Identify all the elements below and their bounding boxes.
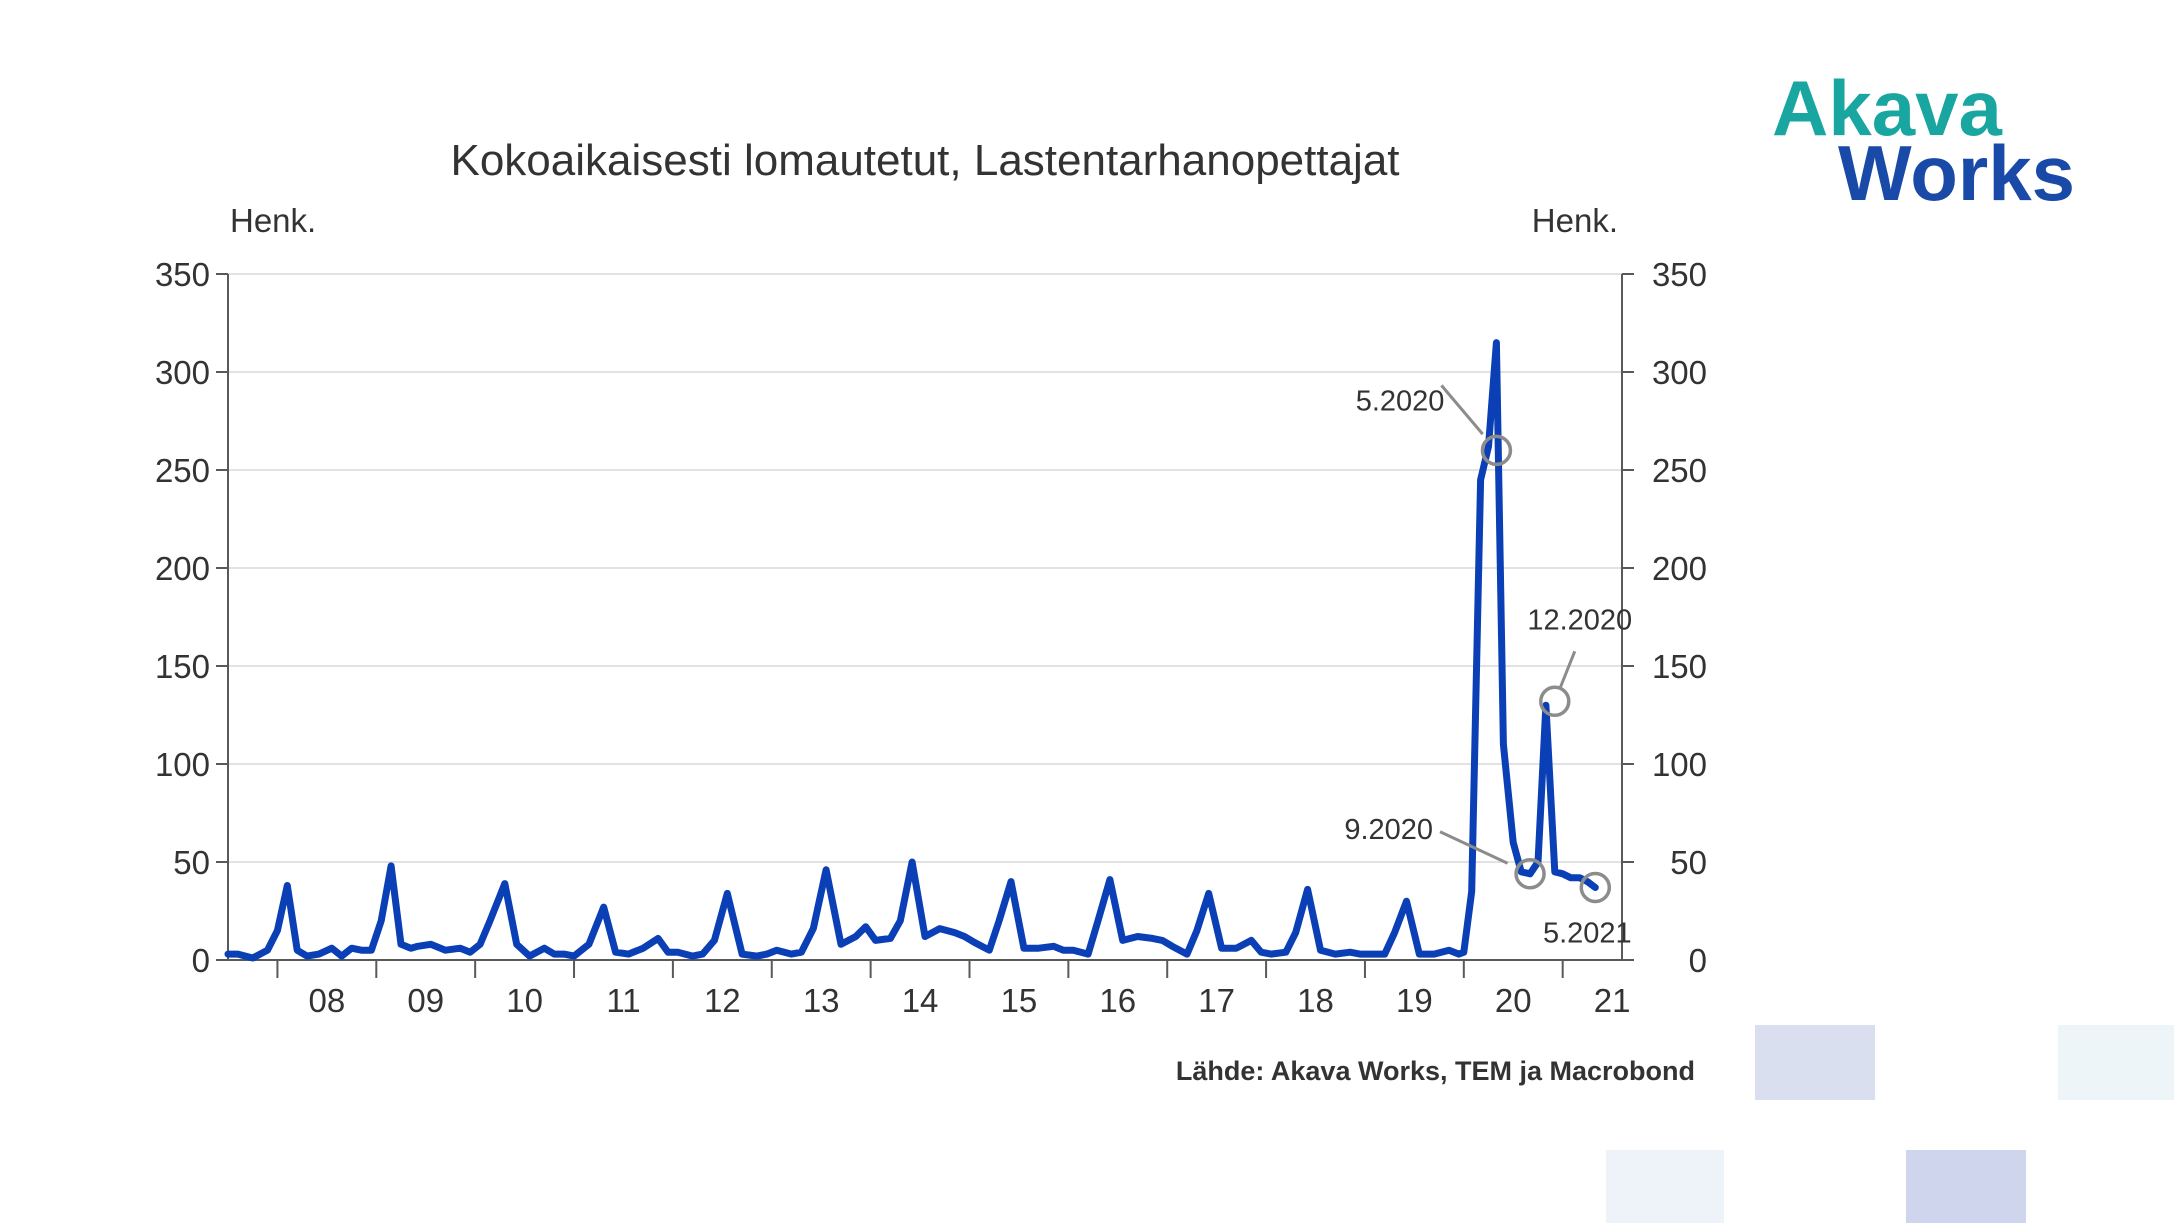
right-tick-label-100: 100 [1652,746,1707,783]
annotation-marker-0 [1480,434,1513,467]
left-axis: 0 50 100 150 200 250 300 350 [155,256,229,979]
right-tick-label-50: 50 [1670,844,1707,881]
right-axis: 0 50 100 150 200 250 300 350 [1621,256,1707,979]
left-tick-label-300: 300 [155,354,210,391]
x-tick-label-21: 21 [1594,982,1631,1019]
decorative-squares [1606,1025,2174,1223]
annotation-label-2: 12.2020 [1527,604,1632,636]
right-tick-label-200: 200 [1652,550,1707,587]
right-tick-label-350: 350 [1652,256,1707,293]
annotation-label-1: 9.2020 [1344,814,1433,846]
x-tick-label-13: 13 [803,982,840,1019]
series-group [224,339,1599,962]
annotation-marker-1 [1514,858,1546,890]
x-tick-label-20: 20 [1495,982,1532,1019]
gridlines [228,273,1622,863]
annotation-leader-1 [1439,830,1509,865]
decorative-square-2 [1606,1150,1724,1223]
left-tick-label-100: 100 [155,746,210,783]
logo-text-works: Works [1838,129,2075,217]
x-axis: 08 09 10 11 12 13 14 15 16 17 18 19 20 21 [228,959,1631,1019]
right-tick-label-250: 250 [1652,452,1707,489]
decorative-square-1 [2058,1025,2174,1100]
x-tick-label-19: 19 [1396,982,1433,1019]
series-line-0 [224,339,1599,962]
left-tick-label-200: 200 [155,550,210,587]
annotation-label-3: 5.2021 [1543,917,1632,949]
annotations: 5.2020 9.2020 12.2020 5.2021 [1344,384,1632,949]
left-tick-label-150: 150 [155,648,210,685]
x-tick-label-15: 15 [1001,982,1038,1019]
left-tick-label-50: 50 [173,844,210,881]
x-tick-label-10: 10 [506,982,543,1019]
logo-text-akava: Akava [1772,64,2002,152]
left-axis-unit: Henk. [230,202,316,239]
chart-title: Kokoaikaisesti lomautetut, Lastentarhano… [450,136,1399,185]
x-tick-label-08: 08 [309,982,346,1019]
right-tick-label-0: 0 [1689,942,1707,979]
decorative-square-3 [1906,1150,2026,1223]
left-tick-label-0: 0 [192,942,210,979]
annotation-marker-3 [1579,871,1612,904]
right-tick-label-300: 300 [1652,354,1707,391]
x-tick-label-12: 12 [704,982,741,1019]
x-tick-label-11: 11 [606,982,640,1019]
left-tick-label-350: 350 [155,256,210,293]
annotation-label-0: 5.2020 [1356,385,1445,417]
decorative-square-0 [1755,1025,1875,1100]
x-tick-label-14: 14 [902,982,939,1019]
right-axis-unit: Henk. [1532,202,1618,239]
right-tick-label-150: 150 [1652,648,1707,685]
annotation-leader-0 [1440,384,1484,436]
x-tick-label-18: 18 [1297,982,1334,1019]
x-tick-label-09: 09 [407,982,444,1019]
x-tick-label-17: 17 [1198,982,1235,1019]
x-tick-label-16: 16 [1099,982,1136,1019]
left-tick-label-250: 250 [155,452,210,489]
source-note: Lähde: Akava Works, TEM ja Macrobond [1176,1056,1695,1086]
annotation-marker-2 [1539,685,1571,718]
annotation-leader-2 [1558,650,1577,690]
